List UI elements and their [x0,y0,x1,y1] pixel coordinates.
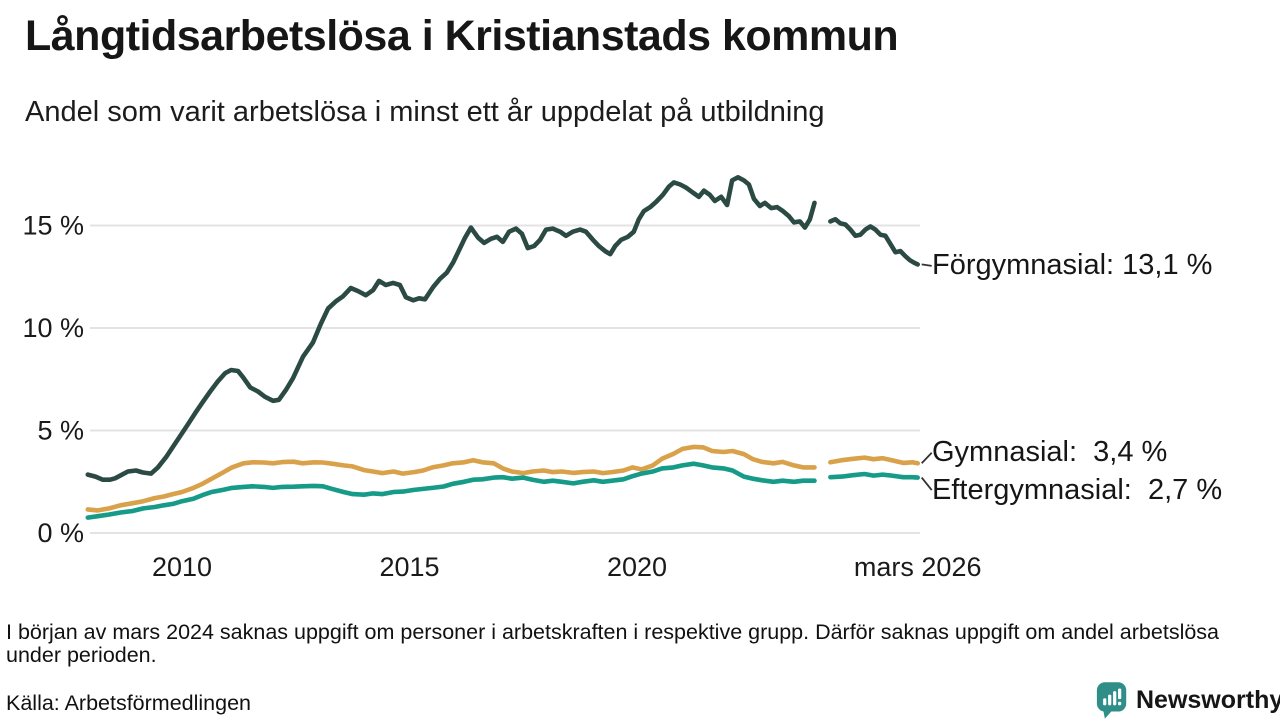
series-line-eftergymnasial [85,461,817,520]
series-end-label-forgymnasial: Förgymnasial: 13,1 % [932,249,1213,282]
y-axis-label: 5 % [37,416,84,446]
newsworthy-logo-icon [1096,681,1128,719]
newsworthy-logo-text: Newsworthy [1136,685,1280,714]
series-end-label-eftergymnasial: Eftergymnasial: 2,7 % [932,473,1223,506]
x-axis-label: 2010 [152,552,212,582]
series-line-gymnasial [828,455,921,466]
x-axis-label: mars 2026 [854,552,982,582]
y-axis-label: 0 % [37,518,84,548]
series-line-forgymnasial [85,175,817,483]
label-connector-eftergymnasial [920,477,933,491]
source-note: Källa: Arbetsförmedlingen [6,691,252,715]
series-line-forgymnasial [828,217,921,267]
newsworthy-logo[interactable]: Newsworthy [1096,681,1280,719]
series-line-eftergymnasial [828,471,921,480]
chart-footnote: I början av mars 2024 saknas uppgift om … [6,620,1220,667]
label-connector-gymnasial [921,452,933,464]
series-end-label-gymnasial: Gymnasial: 3,4 % [932,436,1168,469]
series-line-gymnasial [85,444,817,513]
page-subtitle: Andel som varit arbetslösa i minst ett å… [25,96,825,128]
y-axis-label: 15 % [22,211,84,241]
x-axis-label: 2015 [379,552,439,582]
label-connector-forgymnasial [921,263,932,267]
bar-chart-bubble-icon [1096,682,1127,719]
x-axis-label: 2020 [607,552,667,582]
page-title: Långtidsarbetslösa i Kristianstads kommu… [25,12,899,60]
y-axis-label: 10 % [22,313,84,343]
